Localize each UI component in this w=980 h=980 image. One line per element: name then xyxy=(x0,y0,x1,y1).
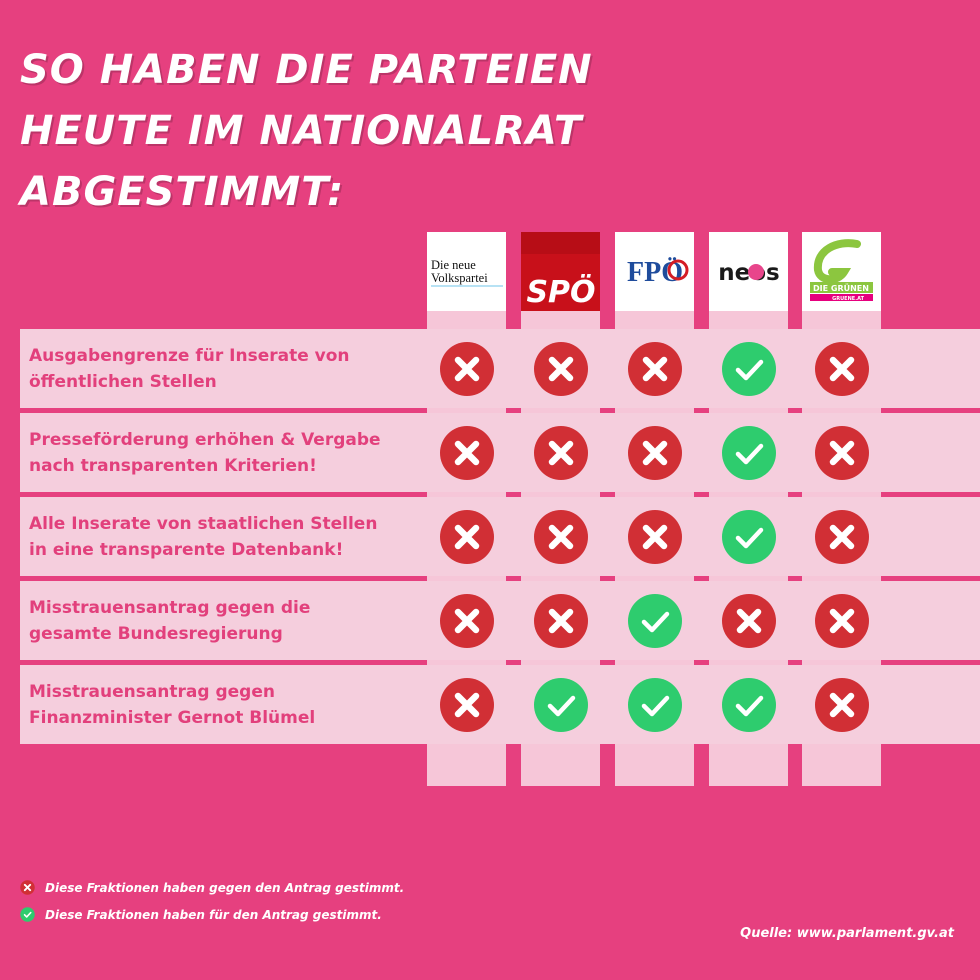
motion-label-3-line-1: Alle Inserate von staatlichen Stellen xyxy=(29,513,378,534)
cross-icon xyxy=(627,425,683,481)
cross-icon xyxy=(814,509,870,565)
legend-for-text: Diese Fraktionen haben für den Antrag ge… xyxy=(45,907,382,922)
motion-label-2-line-1: Presseförderung erhöhen & Vergabe xyxy=(29,429,381,450)
spoe-logo-text: SPÖ xyxy=(526,273,595,310)
cross-icon xyxy=(814,677,870,733)
oevp-logo-text-1: Die neue xyxy=(431,258,476,272)
cross-icon xyxy=(439,593,495,649)
motion-label-3-line-2: in eine transparente Datenbank! xyxy=(29,539,344,560)
cross-icon xyxy=(814,593,870,649)
title-line-2: HEUTE IM NATIONALRAT xyxy=(20,108,583,154)
spoe-logo: SPÖ xyxy=(521,232,600,311)
oevp-logo-text-2: Volkspartei xyxy=(431,271,488,285)
cross-icon xyxy=(533,593,589,649)
fpoe-logo: FPÖ xyxy=(615,232,694,311)
motion-label-1-line-1: Ausgabengrenze für Inserate von xyxy=(29,345,350,366)
oevp-logo: Die neue Volkspartei xyxy=(427,232,506,311)
motion-label-4-line-1: Misstrauensantrag gegen die xyxy=(29,597,311,618)
motion-label-4-line-2: gesamte Bundesregierung xyxy=(29,623,283,644)
cross-icon xyxy=(814,425,870,481)
check-icon xyxy=(721,425,777,481)
gruene-logo-url: GRUENE.AT xyxy=(832,296,864,302)
motion-label-1-line-2: öffentlichen Stellen xyxy=(29,371,217,392)
motion-label-2: Presseförderung erhöhen & Vergabe nach tr… xyxy=(29,413,421,492)
motion-label-2-line-2: nach transparenten Kriterien! xyxy=(29,455,317,476)
title-line-3: ABGESTIMMT: xyxy=(20,169,345,215)
cross-icon xyxy=(20,880,35,895)
motion-label-5-line-1: Misstrauensantrag gegen xyxy=(29,681,275,702)
legend-against-text: Diese Fraktionen haben gegen den Antrag … xyxy=(45,880,405,895)
legend-for: Diese Fraktionen haben für den Antrag ge… xyxy=(20,907,382,922)
cross-icon xyxy=(439,677,495,733)
title-line-1: SO HABEN DIE PARTEIEN xyxy=(20,47,593,93)
cross-icon xyxy=(721,593,777,649)
source-credit: Quelle: www.parlament.gv.at xyxy=(740,926,954,941)
cross-icon xyxy=(533,341,589,397)
legend-against: Diese Fraktionen haben gegen den Antrag … xyxy=(20,880,404,895)
check-icon xyxy=(627,593,683,649)
check-icon xyxy=(721,677,777,733)
cross-icon xyxy=(627,509,683,565)
motion-label-5: Misstrauensantrag gegen Finanzminister Ge… xyxy=(29,665,421,744)
cross-icon xyxy=(439,425,495,481)
cross-icon xyxy=(439,341,495,397)
motion-label-4: Misstrauensantrag gegen die gesamte Bunde… xyxy=(29,581,421,660)
gruene-logo: DIE GRÜNEN GRUENE.AT xyxy=(802,232,881,311)
check-icon xyxy=(721,341,777,397)
cross-icon xyxy=(814,341,870,397)
check-icon xyxy=(721,509,777,565)
motion-label-5-line-2: Finanzminister Gernot Blümel xyxy=(29,707,316,728)
cross-icon xyxy=(627,341,683,397)
cross-icon xyxy=(533,509,589,565)
neos-logo: neos xyxy=(709,232,788,311)
check-icon xyxy=(20,907,35,922)
motion-label-3: Alle Inserate von staatlichen Stellen in … xyxy=(29,497,421,576)
page-title: SO HABEN DIE PARTEIEN HEUTE IM NATIONALR… xyxy=(20,40,593,223)
check-icon xyxy=(533,677,589,733)
motion-label-1: Ausgabengrenze für Inserate von öffentlic… xyxy=(29,329,421,408)
check-icon xyxy=(627,677,683,733)
gruene-logo-text: DIE GRÜNEN xyxy=(813,283,869,293)
cross-icon xyxy=(533,425,589,481)
cross-icon xyxy=(439,509,495,565)
